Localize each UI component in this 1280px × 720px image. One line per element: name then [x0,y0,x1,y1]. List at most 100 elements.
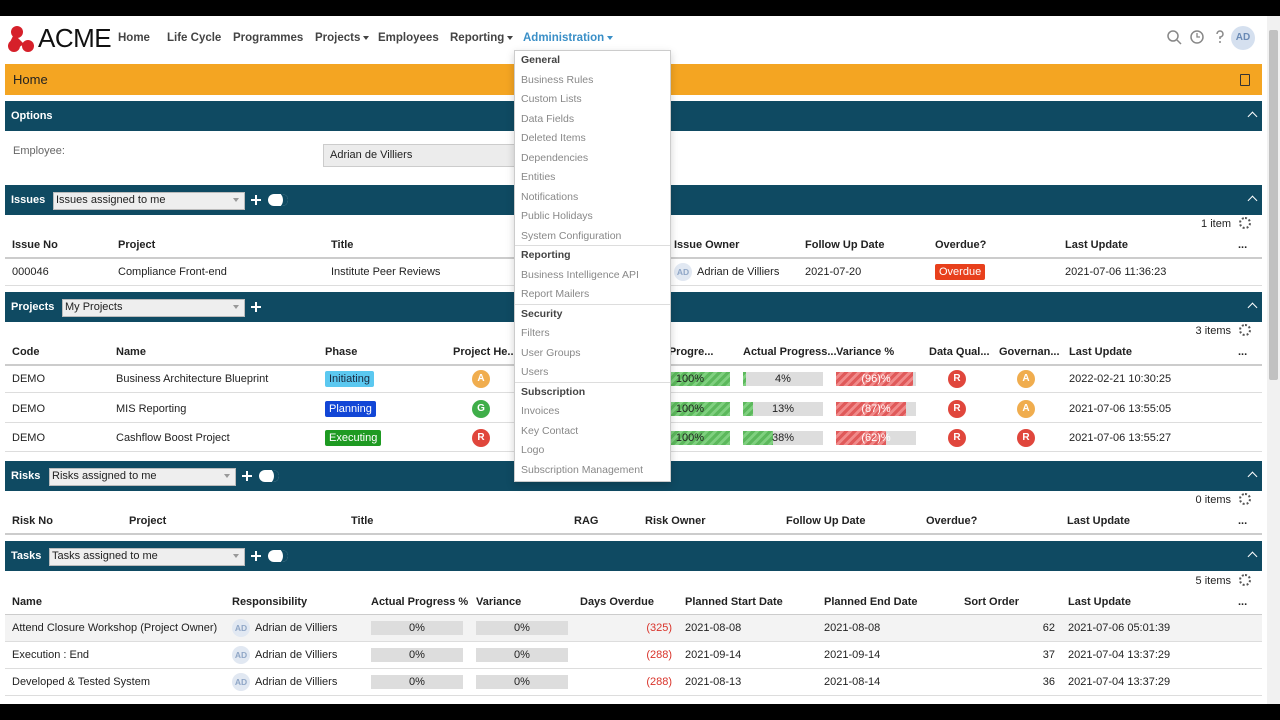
nav-caret[interactable] [363,36,370,40]
item-count: 1 item [1201,218,1231,230]
column-header: Variance % [836,346,895,358]
menu-item[interactable]: Business Rules [521,73,594,86]
cell: 2021-07-06 05:01:39 [1068,622,1171,634]
cell: 2021-07-20 [805,266,862,278]
nav-label[interactable]: Life Cycle [167,32,222,44]
filter-value[interactable]: My Projects [65,301,123,313]
status-circle: R [948,370,966,388]
menu-item[interactable]: Key Contact [521,424,579,437]
scrollbar-thumb[interactable] [1269,30,1278,380]
filter-value[interactable]: Risks assigned to me [52,470,157,482]
nav-item[interactable]: Reporting [450,30,514,46]
nav-label[interactable]: Projects [315,32,361,44]
add-button[interactable] [251,195,261,205]
employee-value[interactable]: Adrian de Villiers [330,149,413,161]
filter-select[interactable] [49,548,245,566]
toggle[interactable] [268,550,288,562]
nav-label[interactable]: Reporting [450,32,505,44]
menu-item[interactable]: Notifications [521,190,579,203]
row-line [5,641,1262,642]
cell: Attend Closure Workshop (Project Owner) [12,622,218,634]
nav-item[interactable]: Life Cycle [167,30,221,46]
nav-item[interactable]: Employees [378,30,439,46]
owner-name: Adrian de Villiers [255,649,338,661]
employee-label: Employee: [13,145,65,157]
column-header: Name [12,596,42,608]
column-header: Name [116,346,146,358]
filter-select[interactable] [62,299,245,317]
column-header: Issue No [12,239,58,251]
cell: 2022-02-21 10:30:25 [1069,373,1172,385]
add-button[interactable] [242,471,252,481]
menu-item[interactable]: User Groups [521,346,581,359]
status-circle: R [948,400,966,418]
progress-label: (96)% [861,373,891,385]
add-button[interactable] [251,302,261,312]
nav-item[interactable]: Administration [523,30,614,46]
cell: MIS Reporting [116,403,187,415]
nav-label[interactable]: Programmes [233,32,304,44]
column-header: Code [12,346,40,358]
settings-icon[interactable] [1239,574,1251,586]
filter-value[interactable]: Tasks assigned to me [52,550,158,562]
issues-title: Issues [11,194,46,206]
menu-item[interactable]: System Configuration [521,229,622,242]
menu-item[interactable]: Custom Lists [521,93,582,105]
menu-item[interactable]: Deleted Items [521,132,586,144]
settings-icon[interactable] [1239,493,1251,505]
item-count: 0 items [1195,494,1231,506]
nav-item[interactable]: Programmes [233,30,303,46]
settings-icon[interactable] [1239,324,1251,336]
settings-icon[interactable] [1239,217,1251,229]
progress-fill [743,372,747,386]
item-count: 3 items [1195,325,1231,337]
filter-arrow [233,554,239,558]
menu-item[interactable]: Subscription Management [521,463,643,476]
nav-label[interactable]: Employees [378,32,439,44]
column-header: Governan... [999,346,1060,358]
menu-item[interactable]: Filters [521,327,550,339]
admin-menu [514,50,671,482]
cell: 2021-08-08 [824,622,881,634]
column-header: Last Update [1068,596,1131,608]
menu-item[interactable]: Users [521,366,549,378]
column-header: Follow Up Date [786,515,866,527]
toggle[interactable] [268,194,288,206]
status-badge: Overdue [935,264,986,280]
days-overdue: (325) [646,622,672,634]
menu-item[interactable]: Public Holidays [521,210,593,222]
progress-label: 0% [514,622,530,634]
nav-label[interactable]: Administration [523,32,605,44]
scrollbar[interactable] [1267,16,1280,704]
column-header: ... [1238,239,1248,251]
cell: 2021-08-08 [685,622,742,634]
user-avatar[interactable]: AD [1231,26,1255,50]
menu-item[interactable]: Dependencies [521,151,589,164]
menu-item[interactable]: Business Intelligence API [521,268,639,281]
filter-select[interactable] [49,468,236,486]
menu-item[interactable]: Logo [521,444,545,456]
progress-box [476,648,568,662]
nav-caret[interactable] [607,36,614,40]
nav-item[interactable]: Projects [315,30,370,46]
column-header: Follow Up Date [805,239,885,251]
copy-icon[interactable] [1240,74,1250,86]
menu-item[interactable]: Entities [521,171,556,183]
menu-item[interactable]: Invoices [521,405,560,417]
header-icons[interactable] [1166,29,1256,59]
filter-value[interactable]: Issues assigned to me [56,194,166,206]
progress-track [743,402,823,416]
menu-item[interactable]: Report Mailers [521,288,590,300]
variance-fill [836,402,906,416]
nav-item[interactable]: Home [118,30,150,46]
nav-caret[interactable] [507,36,514,40]
progress-label: 100% [675,403,705,415]
add-button[interactable] [251,551,261,561]
sort-order: 36 [1042,676,1055,688]
toggle[interactable] [259,470,279,482]
filter-select[interactable] [53,192,245,210]
menu-item[interactable]: Data Fields [521,112,575,125]
progress-label: (87)% [861,403,891,415]
nav-label[interactable]: Home [118,32,150,44]
column-header: Planned End Date [824,596,918,608]
